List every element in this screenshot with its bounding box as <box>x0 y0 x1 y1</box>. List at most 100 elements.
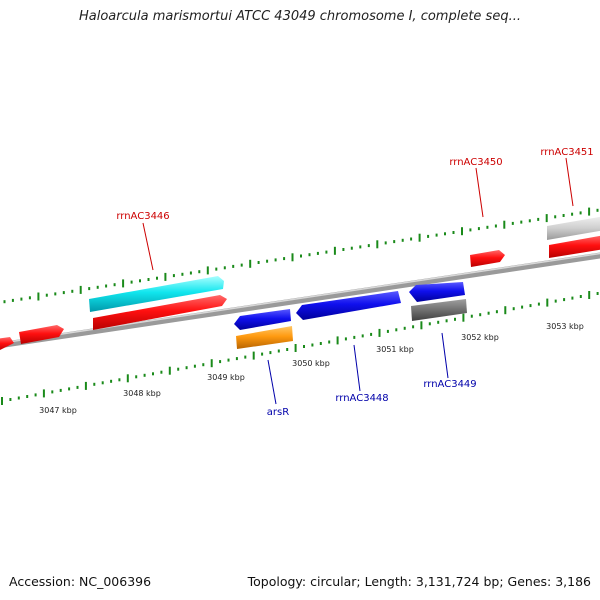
gene-arrow-red-rrnAC3446[interactable] <box>93 295 227 330</box>
reverse-tick-minor <box>76 385 79 389</box>
reverse-tick-major <box>336 336 339 345</box>
reverse-tick-minor <box>579 295 582 298</box>
reverse-tick-major <box>84 381 87 390</box>
gene-label-arsR[interactable]: arsR <box>267 407 289 418</box>
forward-tick-minor <box>444 232 446 236</box>
forward-tick-minor <box>520 220 523 224</box>
forward-tick-minor <box>300 254 302 258</box>
reverse-tick-minor <box>328 340 331 344</box>
reverse-tick-minor <box>537 302 540 306</box>
forward-tick-minor <box>223 266 226 270</box>
forward-tick-minor <box>71 289 74 293</box>
gene-label-rrnAC3450[interactable]: rrnAC3450 <box>449 157 502 168</box>
reverse-tick-minor <box>554 299 557 303</box>
reverse-tick-minor <box>235 357 238 361</box>
reverse-tick-minor <box>395 328 398 332</box>
reverse-tick-minor <box>227 358 230 362</box>
reverse-tick-minor <box>286 348 289 351</box>
gene-arrow-orange-arsR[interactable] <box>236 326 293 349</box>
forward-tick-minor <box>367 244 370 248</box>
reverse-tick-major <box>546 298 549 307</box>
scale-labels: 3047 kbp 3048 kbp 3049 kbp 3050 kbp 3051… <box>39 322 584 415</box>
reverse-tick-major <box>1 397 3 405</box>
reverse-tick-minor <box>487 311 490 315</box>
scale-label-3050: 3050 kbp <box>292 359 330 368</box>
forward-tick-minor <box>3 300 6 304</box>
forward-tick-minor <box>147 278 150 281</box>
reverse-tick-minor <box>244 355 247 359</box>
forward-tick-major <box>79 285 82 294</box>
gene-arrow-red-2[interactable] <box>19 325 64 344</box>
gene-label-rrnAC3449[interactable]: rrnAC3449 <box>423 379 476 390</box>
reverse-tick-minor <box>370 332 373 336</box>
forward-tick-major <box>206 266 209 275</box>
forward-strand-ticks <box>3 207 599 304</box>
forward-tick-minor <box>266 259 269 263</box>
reverse-tick-minor <box>202 363 205 367</box>
forward-tick-minor <box>571 212 574 216</box>
reverse-tick-major <box>420 321 423 330</box>
reverse-tick-minor <box>9 398 12 401</box>
reverse-tick-minor <box>101 381 104 385</box>
gene-arrow-red-rrnAC3450[interactable] <box>470 250 505 267</box>
gene-arrow-blue-arsR[interactable] <box>234 309 291 330</box>
gene-arrow-red-1[interactable] <box>0 337 14 351</box>
forward-tick-minor <box>20 297 23 301</box>
gene-label-rrnAC3451[interactable]: rrnAC3451 <box>540 147 593 158</box>
reverse-tick-minor <box>68 387 71 391</box>
reverse-tick-minor <box>277 349 280 353</box>
forward-tick-major <box>376 240 379 249</box>
forward-tick-minor <box>62 291 65 295</box>
gene-arrow-cyan-rrnAC3446[interactable] <box>89 276 224 312</box>
reverse-tick-major <box>294 344 297 352</box>
reverse-tick-minor <box>361 334 364 338</box>
gene-arrow-blue-rrnAC3449[interactable] <box>409 282 465 302</box>
forward-tick-minor <box>113 283 116 287</box>
forward-tick-minor <box>11 298 14 302</box>
forward-tick-minor <box>325 250 328 254</box>
forward-tick-minor <box>130 280 133 284</box>
gene-arrow-lightgray-rrnAC3451[interactable] <box>547 216 600 240</box>
forward-tick-major <box>503 220 506 229</box>
gene-label-rrnAC3446[interactable]: rrnAC3446 <box>116 211 169 222</box>
genome-summary-text: Topology: circular; Length: 3,131,724 bp… <box>247 574 591 589</box>
forward-tick-major <box>418 233 421 242</box>
reverse-tick-minor <box>185 366 188 370</box>
forward-tick-major <box>164 272 167 281</box>
forward-tick-minor <box>427 234 430 238</box>
reverse-tick-major <box>504 306 507 315</box>
forward-tick-major <box>333 246 336 255</box>
gene-label-rrnAC3448[interactable]: rrnAC3448 <box>335 393 388 404</box>
reverse-tick-major <box>126 374 129 383</box>
reverse-tick-minor <box>269 351 272 355</box>
reverse-tick-minor <box>219 360 222 364</box>
forward-tick-minor <box>45 293 48 297</box>
gene-labels: rrnAC3446 rrnAC3450 rrnAC3451 arsR rrnAC… <box>116 147 593 418</box>
forward-tick-minor <box>240 263 243 267</box>
forward-tick-major <box>37 292 40 301</box>
forward-tick-minor <box>96 285 99 289</box>
forward-tick-minor <box>139 279 141 283</box>
forward-tick-minor <box>257 261 260 264</box>
forward-tick-minor <box>350 246 353 250</box>
scale-label-3049: 3049 kbp <box>207 373 245 382</box>
reverse-tick-minor <box>512 307 515 311</box>
reverse-tick-minor <box>563 298 566 302</box>
reverse-tick-minor <box>319 342 322 345</box>
forward-tick-minor <box>452 231 455 234</box>
callouts <box>142 157 574 405</box>
reverse-tick-minor <box>495 310 498 314</box>
reverse-tick-minor <box>118 378 121 382</box>
gene-arrow-blue-rrnAC3448[interactable] <box>296 291 401 320</box>
gene-arrow-red-rrnAC3451[interactable] <box>549 235 600 258</box>
forward-tick-minor <box>401 238 404 242</box>
reverse-tick-minor <box>412 325 415 329</box>
forward-tick-minor <box>308 253 311 257</box>
forward-tick-minor <box>384 241 387 245</box>
reverse-tick-minor <box>529 304 532 308</box>
reverse-genes <box>234 282 467 349</box>
forward-tick-minor <box>511 221 514 225</box>
chromosome-backbone <box>0 252 600 349</box>
gene-arrow-gray-rrnAC3449[interactable] <box>411 299 467 321</box>
forward-tick-minor <box>54 292 57 296</box>
